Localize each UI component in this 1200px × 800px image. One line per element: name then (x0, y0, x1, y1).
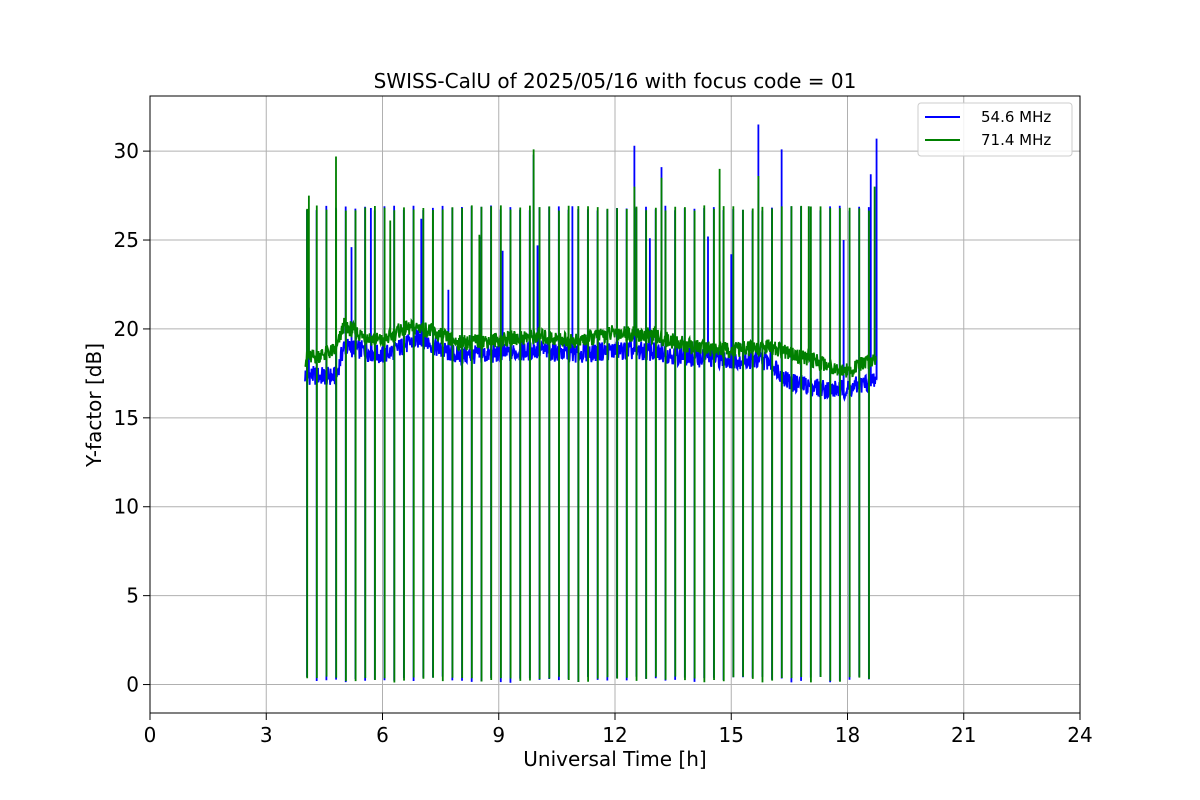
y-tick-label: 30 (114, 139, 139, 163)
series-layer (304, 124, 878, 683)
x-tick-label: 15 (719, 723, 744, 747)
x-tick-label: 3 (260, 723, 273, 747)
y-tick-label: 0 (126, 673, 139, 697)
x-tick-label: 21 (951, 723, 976, 747)
y-tick-label: 10 (114, 495, 139, 519)
axis-ticks: 0 3 6 9 12 15 18 21 24 0 5 10 15 20 25 30 (114, 139, 1093, 747)
y-axis-label: Y-factor [dB] (82, 343, 106, 468)
y-tick-label: 25 (114, 228, 139, 252)
x-tick-label: 9 (492, 723, 505, 747)
x-tick-label: 18 (835, 723, 860, 747)
plot-series-group (304, 124, 878, 683)
legend-label-54-6-mhz: 54.6 MHz (981, 108, 1051, 126)
legend: 54.6 MHz 71.4 MHz (917, 102, 1073, 157)
chart-title: SWISS-CalU of 2025/05/16 with focus code… (374, 69, 857, 93)
legend-label-71-4-mhz: 71.4 MHz (981, 131, 1051, 149)
x-tick-label: 12 (602, 723, 627, 747)
x-tick-label: 24 (1067, 723, 1092, 747)
y-tick-label: 20 (114, 317, 139, 341)
y-tick-label: 5 (126, 584, 139, 608)
x-axis-label: Universal Time [h] (523, 747, 706, 771)
y-tick-label: 15 (114, 406, 139, 430)
x-tick-label: 6 (376, 723, 389, 747)
x-tick-label: 0 (144, 723, 157, 747)
series-line-71-4-mhz (304, 149, 877, 683)
